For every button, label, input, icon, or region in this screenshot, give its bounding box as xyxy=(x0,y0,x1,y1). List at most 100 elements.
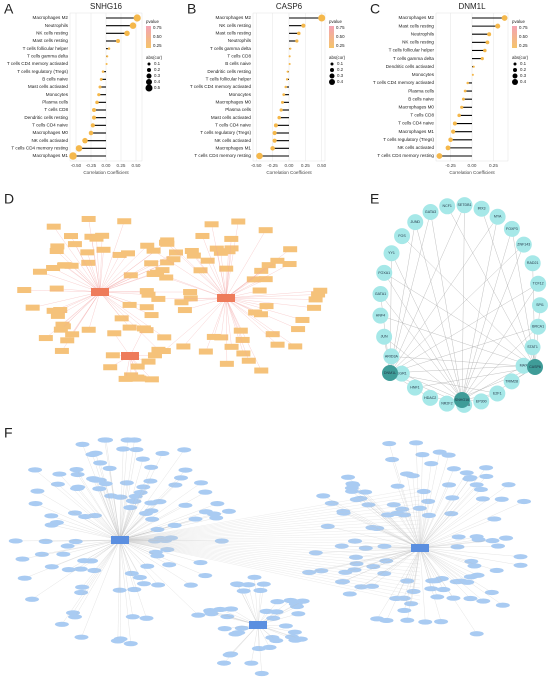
node xyxy=(421,498,436,504)
legend-label: 0.4 xyxy=(520,79,527,84)
lollipop-dot xyxy=(445,145,451,151)
legend-label: 0.75 xyxy=(336,25,345,30)
x-tick-label: 0.25 xyxy=(301,163,310,168)
node xyxy=(75,584,90,590)
node xyxy=(409,440,424,446)
lollipop-dot xyxy=(297,31,301,36)
edge xyxy=(183,297,227,347)
legend-dot xyxy=(146,73,152,79)
edge xyxy=(342,547,421,582)
edge xyxy=(419,547,492,593)
edge xyxy=(119,482,127,541)
node xyxy=(140,242,155,249)
edge xyxy=(37,491,121,541)
node xyxy=(151,582,166,588)
edge xyxy=(119,531,421,541)
node xyxy=(270,341,285,348)
legend-label: 0.75 xyxy=(519,25,528,30)
node xyxy=(198,348,213,355)
edge xyxy=(321,547,421,571)
edge xyxy=(225,290,321,299)
edge xyxy=(35,469,121,541)
node-label: ARID3A xyxy=(385,354,399,358)
edge xyxy=(401,373,463,401)
edge xyxy=(225,297,241,331)
edge xyxy=(41,539,121,555)
node xyxy=(407,214,424,231)
legend-label: 0.3 xyxy=(337,73,344,78)
node xyxy=(254,367,269,374)
node-label: TRIM28 xyxy=(505,379,518,383)
edge xyxy=(257,624,262,674)
y-tick-label: T cells follicular helper xyxy=(389,48,435,53)
y-tick-label: Monocytes xyxy=(46,92,69,97)
hub-node xyxy=(111,536,129,544)
edge xyxy=(419,547,484,602)
node xyxy=(489,567,504,574)
legend-label: 0.4 xyxy=(337,79,344,84)
node xyxy=(38,538,53,544)
x-tick-label: -0.25 xyxy=(267,163,278,168)
panel-label: C xyxy=(370,1,380,17)
edge xyxy=(327,526,421,549)
node-label: GATA1 xyxy=(375,292,386,296)
node xyxy=(160,259,175,266)
node xyxy=(87,567,102,574)
node xyxy=(446,595,461,601)
node xyxy=(485,538,500,544)
node xyxy=(69,467,84,473)
node xyxy=(269,637,284,644)
chart-title: CASP6 xyxy=(276,2,303,11)
node xyxy=(393,365,410,382)
node xyxy=(394,228,411,245)
node xyxy=(54,347,69,354)
edge xyxy=(166,277,227,299)
node xyxy=(38,335,53,342)
lollipop-dot xyxy=(116,39,120,43)
node xyxy=(389,595,404,602)
edge xyxy=(315,547,421,553)
edge xyxy=(419,547,475,566)
node xyxy=(160,546,175,553)
node xyxy=(53,307,68,314)
node xyxy=(177,447,192,453)
node xyxy=(132,574,147,581)
node xyxy=(302,569,317,575)
node xyxy=(446,466,461,472)
node xyxy=(307,304,322,311)
edge xyxy=(225,260,278,299)
node xyxy=(144,260,159,267)
node-label: JUN xyxy=(381,335,388,339)
node xyxy=(494,496,509,502)
legend-title: pvalue xyxy=(512,19,525,24)
edge xyxy=(345,547,421,573)
node xyxy=(195,232,210,239)
node xyxy=(70,485,85,492)
edge xyxy=(225,263,290,299)
edge xyxy=(119,539,421,573)
node xyxy=(341,474,356,480)
node-label: JUND xyxy=(410,220,420,224)
node xyxy=(213,249,228,256)
node xyxy=(73,566,88,572)
node-label: ZNF143 xyxy=(517,243,530,247)
node xyxy=(81,326,96,333)
edge xyxy=(419,547,478,576)
edge xyxy=(404,514,421,549)
edge xyxy=(119,539,421,585)
edge xyxy=(78,487,121,541)
lollipop-dot xyxy=(487,32,492,37)
lollipop-dot xyxy=(277,115,281,120)
edge xyxy=(461,244,524,401)
edge xyxy=(309,547,421,573)
node xyxy=(370,616,385,622)
node xyxy=(258,227,273,234)
lollipop-dot xyxy=(273,123,278,128)
edge xyxy=(158,297,227,300)
lollipop-dot xyxy=(318,14,326,22)
y-tick-label: Plasma cells xyxy=(225,107,251,112)
edge xyxy=(99,235,103,293)
network-d xyxy=(17,215,328,383)
lollipop-dot xyxy=(284,85,287,89)
node xyxy=(217,626,232,632)
